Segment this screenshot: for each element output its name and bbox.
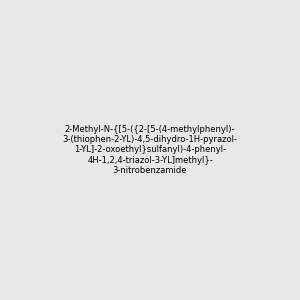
Text: 2-Methyl-N-{[5-({2-[5-(4-methylphenyl)-
3-(thiophen-2-YL)-4,5-dihydro-1H-pyrazol: 2-Methyl-N-{[5-({2-[5-(4-methylphenyl)- … xyxy=(62,125,238,175)
